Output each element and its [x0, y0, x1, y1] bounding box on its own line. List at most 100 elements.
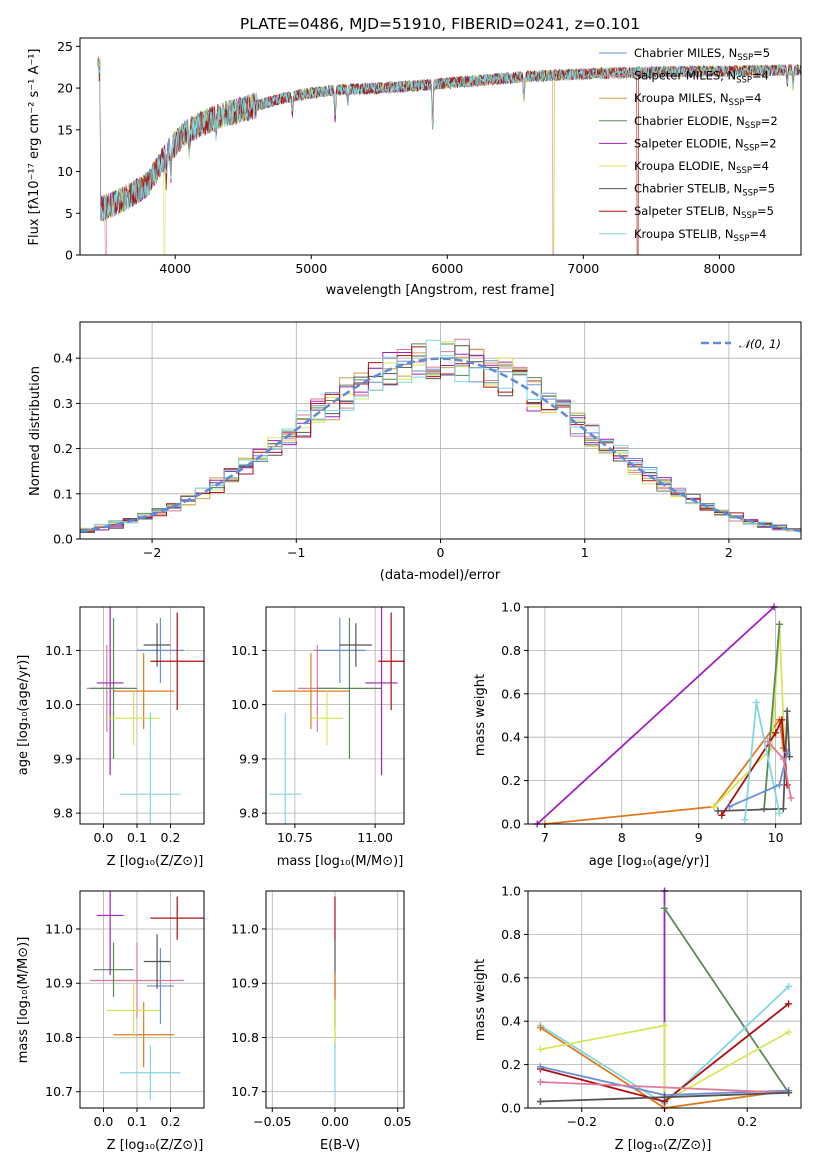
weight-point-marker	[785, 1028, 793, 1036]
weight-point-marker	[536, 1024, 544, 1032]
errorbar-point	[365, 607, 398, 776]
errorbar-point	[269, 712, 302, 824]
x-tick-label: 1	[581, 545, 589, 560]
y-tick-label: 0.1	[53, 486, 73, 501]
y-tick-label: 0.2	[53, 441, 73, 456]
legend-subscript: SSP	[742, 189, 758, 199]
weight-point-marker	[785, 1000, 793, 1008]
age-vs-metallicity-panel: 0.0 0.1 0.2 9.8 9.9 10.0 10.1	[45, 606, 205, 845]
y-tick-label: 15	[57, 122, 73, 137]
mass-vs-ebv-panel: −0.05 0.00 0.05 10.7 10.8 10.9 11.0	[231, 890, 412, 1129]
errorbars	[269, 607, 404, 824]
y-tick-label: 0.0	[501, 1101, 521, 1116]
y-tick-label: 10.7	[45, 1084, 73, 1099]
weight-series-line	[540, 1024, 790, 1104]
legend-entry: Kroupa STELIB, NSSP=4	[634, 227, 766, 244]
weight-point-marker	[783, 748, 791, 756]
errorbars	[86, 607, 204, 824]
x-tick-label: 0.2	[161, 1114, 181, 1129]
weight-point-marker	[725, 803, 733, 811]
y-tick-label: 9.8	[53, 806, 73, 821]
x-tick-label: 0.0	[94, 830, 114, 845]
y-tick-label: 10.8	[45, 1030, 73, 1045]
weight-point-marker	[785, 1089, 793, 1097]
errorbar-point	[147, 947, 174, 1024]
weight-series-line	[544, 717, 785, 825]
x-tick-label: 0	[437, 545, 445, 560]
weight-point-marker	[775, 809, 783, 817]
y-tick-label: 20	[57, 81, 73, 96]
errorbar-point	[272, 653, 350, 730]
y-tick-label: 10.0	[45, 697, 73, 712]
weight-point-marker	[787, 794, 795, 802]
x-tick-label: 7	[541, 830, 549, 845]
x-tick-label: 0.2	[737, 1114, 757, 1129]
weight-point-marker	[785, 753, 793, 761]
legend-count: =4	[752, 159, 769, 173]
errorbars	[90, 891, 204, 1100]
x-tick-label: 10	[768, 830, 784, 845]
spectrum-panel: 4000 5000 6000 7000 8000 0 5 10 15 20 25 Chabrier M…	[57, 37, 802, 276]
errorbar-point	[150, 896, 204, 940]
x-tick-label: −1	[287, 545, 305, 560]
y-tick-label: 5	[65, 206, 73, 221]
weight-point-marker	[741, 816, 749, 824]
x-tick-label: 8000	[703, 261, 735, 276]
y-tick-label: 0.8	[501, 927, 521, 942]
legend-count: =5	[758, 182, 775, 196]
errorbar-point	[90, 942, 184, 1019]
plot-frame	[79, 606, 205, 825]
plot-area	[80, 891, 204, 1108]
errorbar-point	[120, 712, 181, 824]
x-tick-label: 0.05	[384, 1114, 412, 1129]
x-tick-label: 10.75	[277, 830, 313, 845]
weight-point-marker	[779, 805, 787, 813]
x-tick-label: 5000	[295, 261, 327, 276]
y-tick-label: 0.4	[501, 1014, 521, 1029]
y-tick-label: 10.9	[231, 976, 259, 991]
x-tick-label: 4000	[159, 261, 191, 276]
residual-histogram-panel: −2 −1 0 1 2 0.0 0.1 0.2 0.3 0.4 𝒩(0, 1)	[53, 321, 802, 560]
weight-age-y-label: mass weight	[473, 674, 488, 756]
spectrum-line	[97, 58, 801, 222]
y-tick-label: 0.2	[501, 1057, 521, 1072]
age-vs-mass-panel: 10.75 11.00 9.8 9.9 10.0 10.1	[231, 606, 405, 845]
age-mass-x-label: mass [log₁₀(M/M⊙)]	[277, 854, 404, 869]
x-tick-label: 6000	[431, 261, 463, 276]
legend-entry: Salpeter ELODIE, NSSP=2	[634, 136, 777, 153]
weight-series-line	[663, 907, 790, 1094]
weight-point-marker	[785, 982, 793, 990]
histograms	[80, 338, 801, 535]
y-tick-label: 10.1	[45, 643, 73, 658]
y-tick-label: 0.4	[53, 351, 73, 366]
y-tick-label: 11.0	[45, 921, 73, 936]
x-tick-label: 0.0	[94, 1114, 114, 1129]
x-tick-label: 0.00	[321, 1114, 349, 1129]
y-tick-label: 25	[57, 39, 73, 54]
errorbar-point	[310, 691, 344, 746]
y-tick-label: 0.4	[501, 730, 521, 745]
errorbar-point	[113, 653, 174, 730]
y-tick-label: 10.9	[45, 976, 73, 991]
errorbar-point	[90, 617, 137, 759]
histogram-series	[80, 339, 801, 535]
errorbar-point	[143, 623, 171, 667]
plot-area	[266, 607, 404, 824]
weight-point-marker	[752, 698, 760, 706]
legend-subscript: SSP	[745, 121, 761, 131]
weight-vs-metallicity-panel: −0.2 0.0 0.2 0.0 0.2 0.4 0.6 0.8 1.0	[501, 884, 802, 1129]
plot-frame	[527, 606, 802, 825]
y-tick-label: 10	[57, 164, 73, 179]
spectrum-lines	[97, 56, 801, 255]
legend-entry: Chabrier STELIB, NSSP=5	[634, 182, 775, 199]
legend-entry: Salpeter STELIB, NSSP=5	[634, 204, 774, 221]
errorbar-point	[317, 617, 382, 759]
y-tick-label: 0.6	[501, 970, 521, 985]
weight-point-marker	[661, 904, 668, 912]
legend-entry: Chabrier ELODIE, NSSP=2	[634, 114, 778, 131]
legend-entry: Salpeter MILES, NSSP=4	[634, 69, 769, 86]
y-tick-label: 0.6	[501, 686, 521, 701]
legend-count: =5	[753, 46, 770, 60]
x-tick-label: 8	[618, 830, 626, 845]
